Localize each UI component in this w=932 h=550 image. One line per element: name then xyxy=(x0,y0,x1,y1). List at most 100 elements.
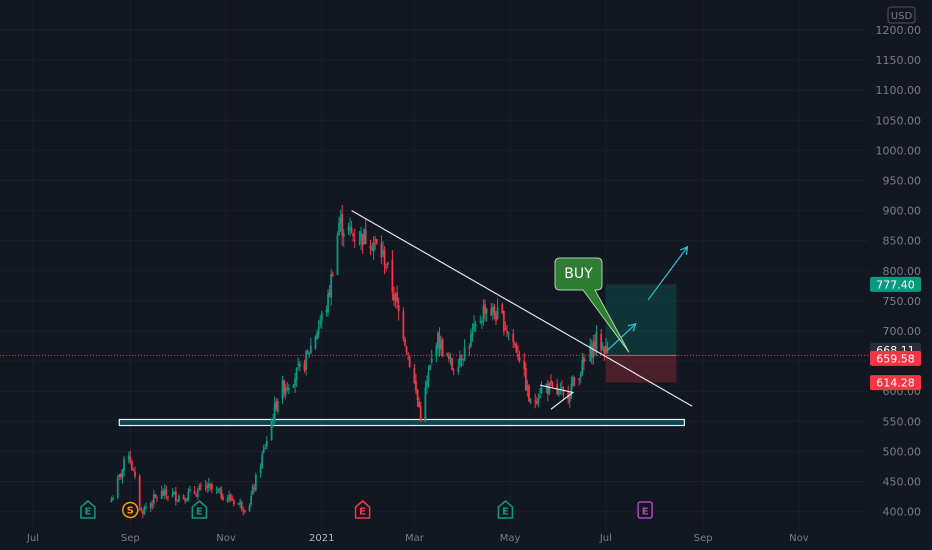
flag-pattern[interactable] xyxy=(539,384,575,410)
long-position-tool[interactable] xyxy=(605,284,677,383)
candle-body xyxy=(316,332,318,340)
split-marker-circle[interactable] xyxy=(122,501,139,519)
buy-callout-shape[interactable] xyxy=(554,257,630,353)
time-axis[interactable]: Jul Sep Nov 2021 Mar May Jul Sep Nov xyxy=(26,533,809,544)
price-tag-entry: 659.58 xyxy=(870,350,921,366)
candle-body xyxy=(537,398,540,404)
candle-body xyxy=(474,323,477,327)
candle-body xyxy=(130,461,133,470)
candle-body xyxy=(562,390,565,393)
projection-arrow[interactable] xyxy=(647,246,688,301)
candle-body xyxy=(210,484,213,490)
earnings-marker-letter: E xyxy=(196,507,203,518)
candle-body xyxy=(397,304,400,312)
candle-body xyxy=(448,354,450,360)
drawing-layer[interactable] xyxy=(351,210,693,410)
candle-body xyxy=(426,381,428,387)
candle-body xyxy=(297,363,300,366)
candle-body xyxy=(573,379,576,381)
position-profit-zone[interactable] xyxy=(605,284,677,356)
price-tick-label: 1100.00 xyxy=(876,84,922,97)
candle-body xyxy=(469,334,472,347)
candle-body xyxy=(430,358,433,363)
support-zone[interactable] xyxy=(118,418,685,427)
candle-body xyxy=(154,494,157,497)
candle-body xyxy=(601,346,604,348)
earnings-marker-shape[interactable] xyxy=(497,500,514,519)
candle-body xyxy=(185,499,188,502)
candle-body xyxy=(116,477,119,498)
support-zone-box[interactable] xyxy=(118,418,685,427)
earnings-marker-shape[interactable] xyxy=(637,501,653,519)
candle-body xyxy=(364,230,367,245)
candle-body xyxy=(496,307,499,320)
event-marker-earnings-past[interactable]: E xyxy=(191,500,208,519)
candle-body xyxy=(162,490,165,496)
candle-body xyxy=(369,246,372,249)
price-tick-label: 700.00 xyxy=(883,325,922,338)
candle-body xyxy=(473,323,475,331)
candle-body xyxy=(171,492,174,497)
price-tick-label: 400.00 xyxy=(883,506,922,519)
candle-body xyxy=(217,490,220,492)
event-marker-earnings-next[interactable]: E xyxy=(637,501,653,519)
candle-body xyxy=(152,494,155,504)
candle-body xyxy=(173,491,176,495)
event-marker-earnings-past[interactable]: E xyxy=(497,500,514,519)
earnings-marker-shape[interactable] xyxy=(354,500,371,519)
candle-body xyxy=(174,491,177,501)
currency-badge-box[interactable] xyxy=(887,6,916,24)
earnings-marker-letter: E xyxy=(359,507,366,518)
price-tick-label: 1150.00 xyxy=(876,54,922,67)
time-tick-label: 2021 xyxy=(309,533,334,544)
candle-body xyxy=(557,389,560,395)
candle-body xyxy=(429,364,431,370)
candle-body xyxy=(270,420,273,441)
candle-body xyxy=(284,387,287,395)
candle-body xyxy=(145,507,147,509)
candle-body xyxy=(462,359,464,361)
earnings-marker-letter: E xyxy=(84,507,91,518)
candle-body xyxy=(371,248,373,251)
candle-body xyxy=(306,351,309,354)
projection-arrow[interactable] xyxy=(607,323,637,351)
candle-body xyxy=(358,241,361,243)
candle-body xyxy=(468,347,471,349)
candle-body xyxy=(156,497,158,499)
candle-body xyxy=(198,485,201,490)
event-marker-split[interactable]: S xyxy=(122,501,139,519)
position-stop-zone[interactable] xyxy=(605,355,677,383)
candle-body xyxy=(506,330,508,333)
candle-body xyxy=(550,380,552,383)
candle-body xyxy=(501,304,504,313)
buy-callout[interactable]: BUY xyxy=(554,257,630,353)
event-marker-earnings-past[interactable]: E xyxy=(354,500,371,519)
descending-trendline[interactable] xyxy=(351,210,693,407)
candle-body xyxy=(374,239,377,241)
price-tick-label: 500.00 xyxy=(883,445,922,458)
candle-body xyxy=(589,344,592,362)
candle-body xyxy=(314,336,317,349)
candle-body xyxy=(281,380,284,400)
candle-body xyxy=(604,344,607,354)
currency-badge[interactable]: USD xyxy=(887,6,916,24)
candle-body xyxy=(276,401,279,412)
price-tick-label: 1000.00 xyxy=(876,144,922,157)
candle-body xyxy=(551,383,554,386)
candle-body xyxy=(193,490,196,494)
candle-body xyxy=(317,327,320,335)
candle-body xyxy=(507,332,510,334)
candle-body xyxy=(261,454,264,469)
price-axis[interactable]: 400.00450.00500.00550.00600.00650.00700.… xyxy=(868,0,932,550)
time-tick-label: Mar xyxy=(405,533,425,544)
earnings-marker-shape[interactable] xyxy=(80,500,96,519)
candle-body xyxy=(112,498,114,500)
candle-body xyxy=(407,353,410,355)
event-marker-earnings-past[interactable]: E xyxy=(80,500,96,519)
earnings-marker-shape[interactable] xyxy=(191,500,208,519)
projection-arrow-head xyxy=(679,245,689,255)
price-tag-stop: 614.28 xyxy=(870,375,921,391)
candle-body xyxy=(404,338,406,345)
